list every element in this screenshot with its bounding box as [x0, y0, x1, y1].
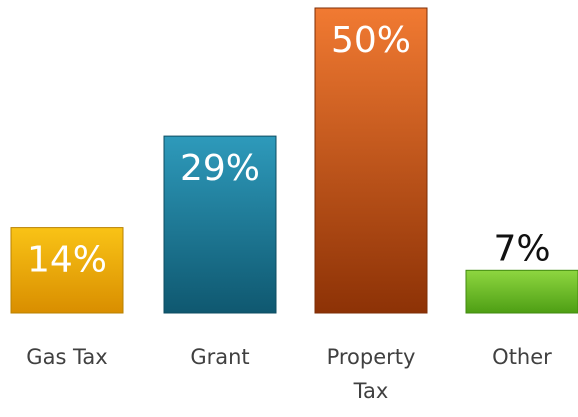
category-label-other: Other	[492, 345, 552, 369]
value-label-other: 7%	[493, 228, 550, 269]
value-label-grant: 29%	[180, 148, 260, 189]
category-label-gas-tax: Gas Tax	[26, 345, 107, 369]
bars-group	[10, 7, 578, 314]
value-label-property-tax: 50%	[331, 20, 411, 61]
value-labels-group: 14% 29% 50% 7%	[27, 20, 551, 281]
bar-other	[465, 269, 578, 314]
bar-gas-tax	[10, 227, 124, 314]
category-labels-group: Gas Tax Grant Property Tax Other	[26, 345, 552, 403]
bar-grant	[163, 135, 277, 314]
category-label-grant: Grant	[190, 345, 249, 369]
category-label-property-tax: Property Tax	[327, 345, 416, 403]
value-label-gas-tax: 14%	[27, 240, 107, 281]
bar-property-tax	[314, 7, 428, 314]
